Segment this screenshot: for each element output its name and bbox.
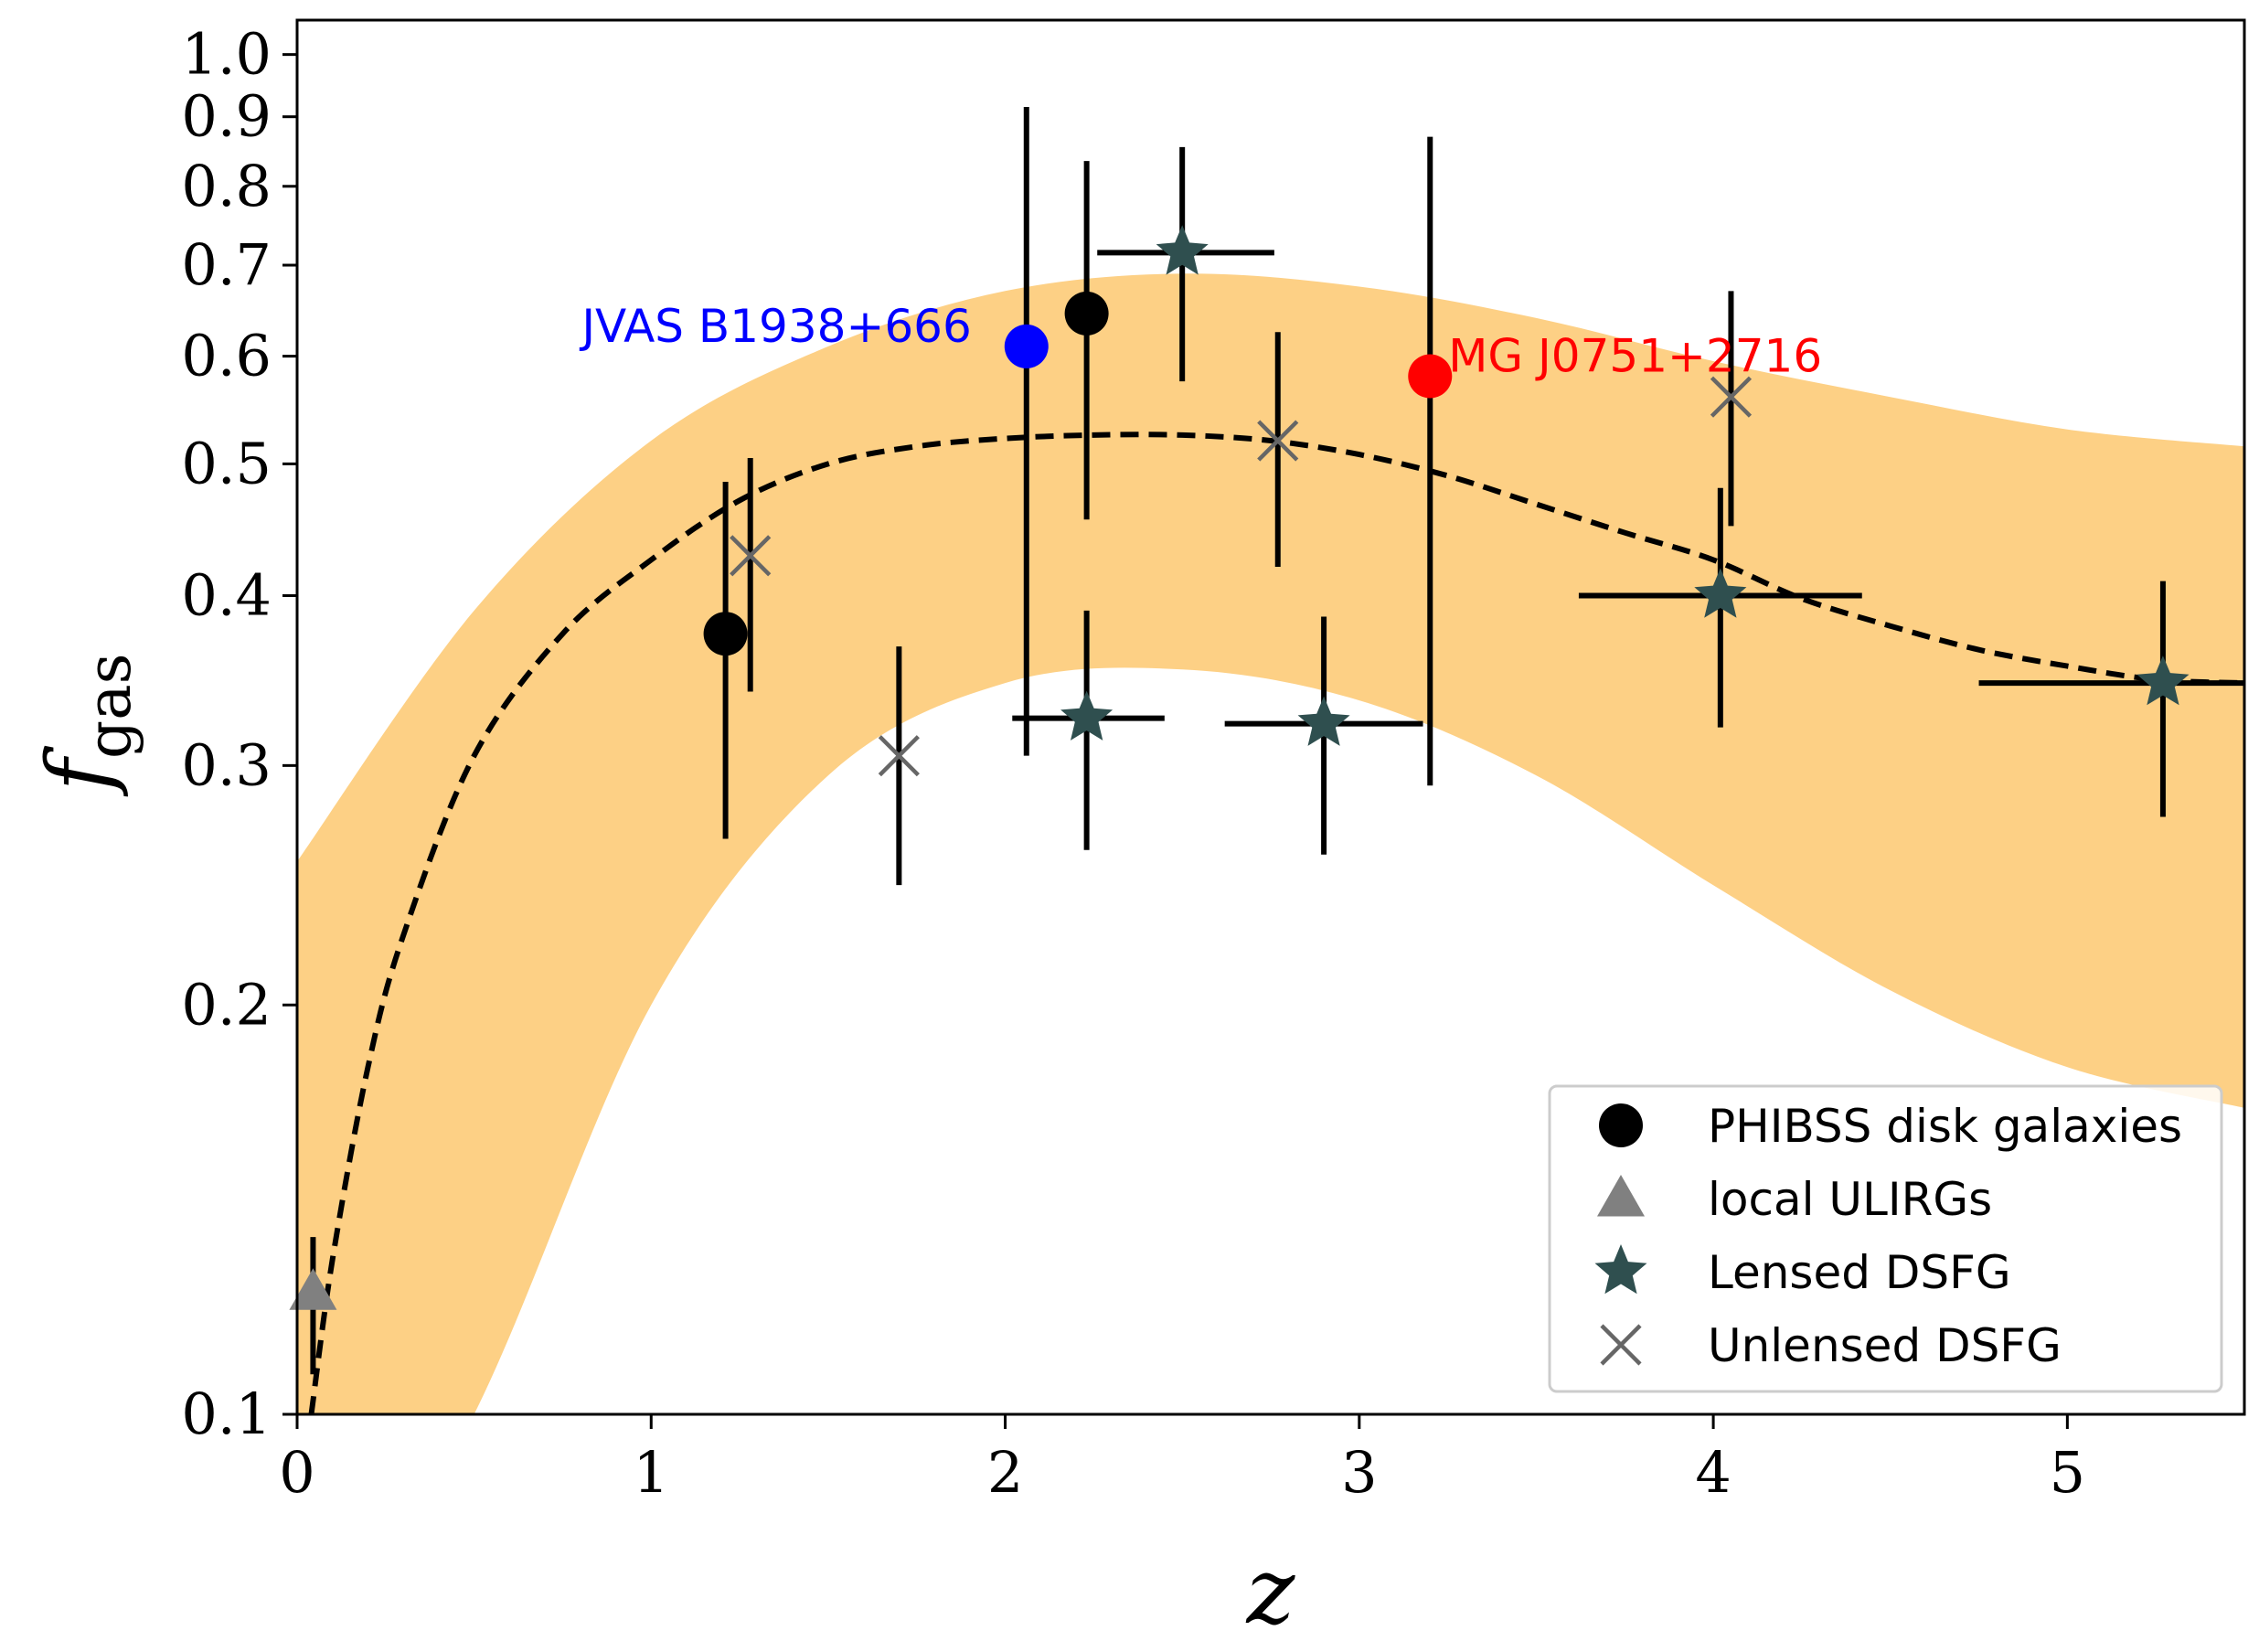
legend-phibss-disk-galaxies-label: PHIBSS disk galaxies (1708, 1100, 2182, 1153)
x-tick-label-1: 1 (634, 1439, 669, 1506)
x-axis-label: z (1246, 1538, 1296, 1645)
x-tick-label-3: 3 (1341, 1439, 1377, 1506)
y-tick-label-7: 0.8 (181, 153, 272, 219)
y-tick-label-9: 1.0 (181, 21, 272, 88)
y-axis-label: fgas (28, 654, 144, 797)
legend-unlensed-dsfg-label: Unlensed DSFG (1708, 1319, 2062, 1372)
y-axis: 0.1 0.2 0.3 0.4 0.5 0.6 0.7 0.80.91.0 (181, 21, 297, 1447)
y-tick-label-2: 0.3 (181, 731, 272, 798)
plot-frame (295, 18, 2246, 1416)
y-tick-label-3: 0.4 (181, 562, 272, 629)
x-tick-label-2: 2 (987, 1439, 1023, 1506)
model-curve-layer (308, 432, 2244, 1414)
unlensed-dsfg-point-2 (1257, 420, 1299, 462)
unlensed-dsfg-point-0 (730, 535, 772, 577)
uncertainty-band (297, 273, 2244, 1414)
legend-phibss-disk-galaxies-marker (1599, 1103, 1643, 1147)
legend-unlensed-dsfg-marker (1600, 1324, 1642, 1366)
highlight-point-1-label: MG J0751+2716 (1448, 330, 1822, 383)
legend: PHIBSS disk galaxies local ULIRGs Lensed D… (1548, 1084, 2223, 1393)
lensed-dsfg-point-3 (1694, 568, 1747, 618)
highlight-point-0-label: JVAS B1938+666 (579, 300, 971, 353)
y-tick-label-1: 0.2 (181, 971, 272, 1038)
x-tick-label-5: 5 (2050, 1439, 2085, 1506)
legend-local-ulirgs-label: local ULIRGs (1708, 1173, 1992, 1226)
y-tick-label-8: 0.9 (181, 83, 272, 150)
unlensed-dsfg-point-1 (878, 735, 920, 777)
error-bars (310, 107, 2244, 1375)
phibss-disk-galaxies-point-1 (1064, 291, 1109, 336)
y-tick-label-0: 0.1 (181, 1380, 272, 1447)
x-axis: 0 1 2 3 4 5 (279, 1414, 2085, 1506)
legend-lensed-dsfg-label: Lensed DSFG (1708, 1246, 2011, 1299)
lensed-dsfg-point-1 (1060, 690, 1114, 741)
lensed-dsfg-point-4 (2136, 655, 2190, 706)
highlight-point-1 (1408, 354, 1453, 399)
x-tick-label-4: 4 (1695, 1439, 1731, 1506)
annotations: JVAS B1938+666 MG J0751+2716 (579, 300, 1822, 383)
x-tick-label-0: 0 (279, 1439, 314, 1506)
lensed-dsfg-point-2 (1297, 696, 1350, 746)
local-ulirgs-point-0 (289, 1268, 337, 1310)
legend-local-ulirgs-marker (1597, 1175, 1645, 1217)
lensed-dsfg-point-0 (1156, 225, 1209, 275)
y-tick-label-5: 0.6 (181, 323, 272, 389)
model-curve (308, 432, 2244, 1414)
y-tick-label-4: 0.5 (181, 430, 272, 496)
unlensed-dsfg-point-3 (1710, 376, 1753, 418)
band-area (297, 273, 2244, 1414)
highlight-point-0 (1004, 324, 1049, 368)
legend-lensed-dsfg-marker (1594, 1244, 1647, 1295)
y-axis-label-subscript: gas (74, 654, 144, 759)
legend-box (1548, 1084, 2223, 1393)
y-tick-label-6: 0.7 (181, 231, 272, 298)
data-markers (289, 225, 2190, 1310)
phibss-disk-galaxies-point-0 (703, 612, 748, 656)
